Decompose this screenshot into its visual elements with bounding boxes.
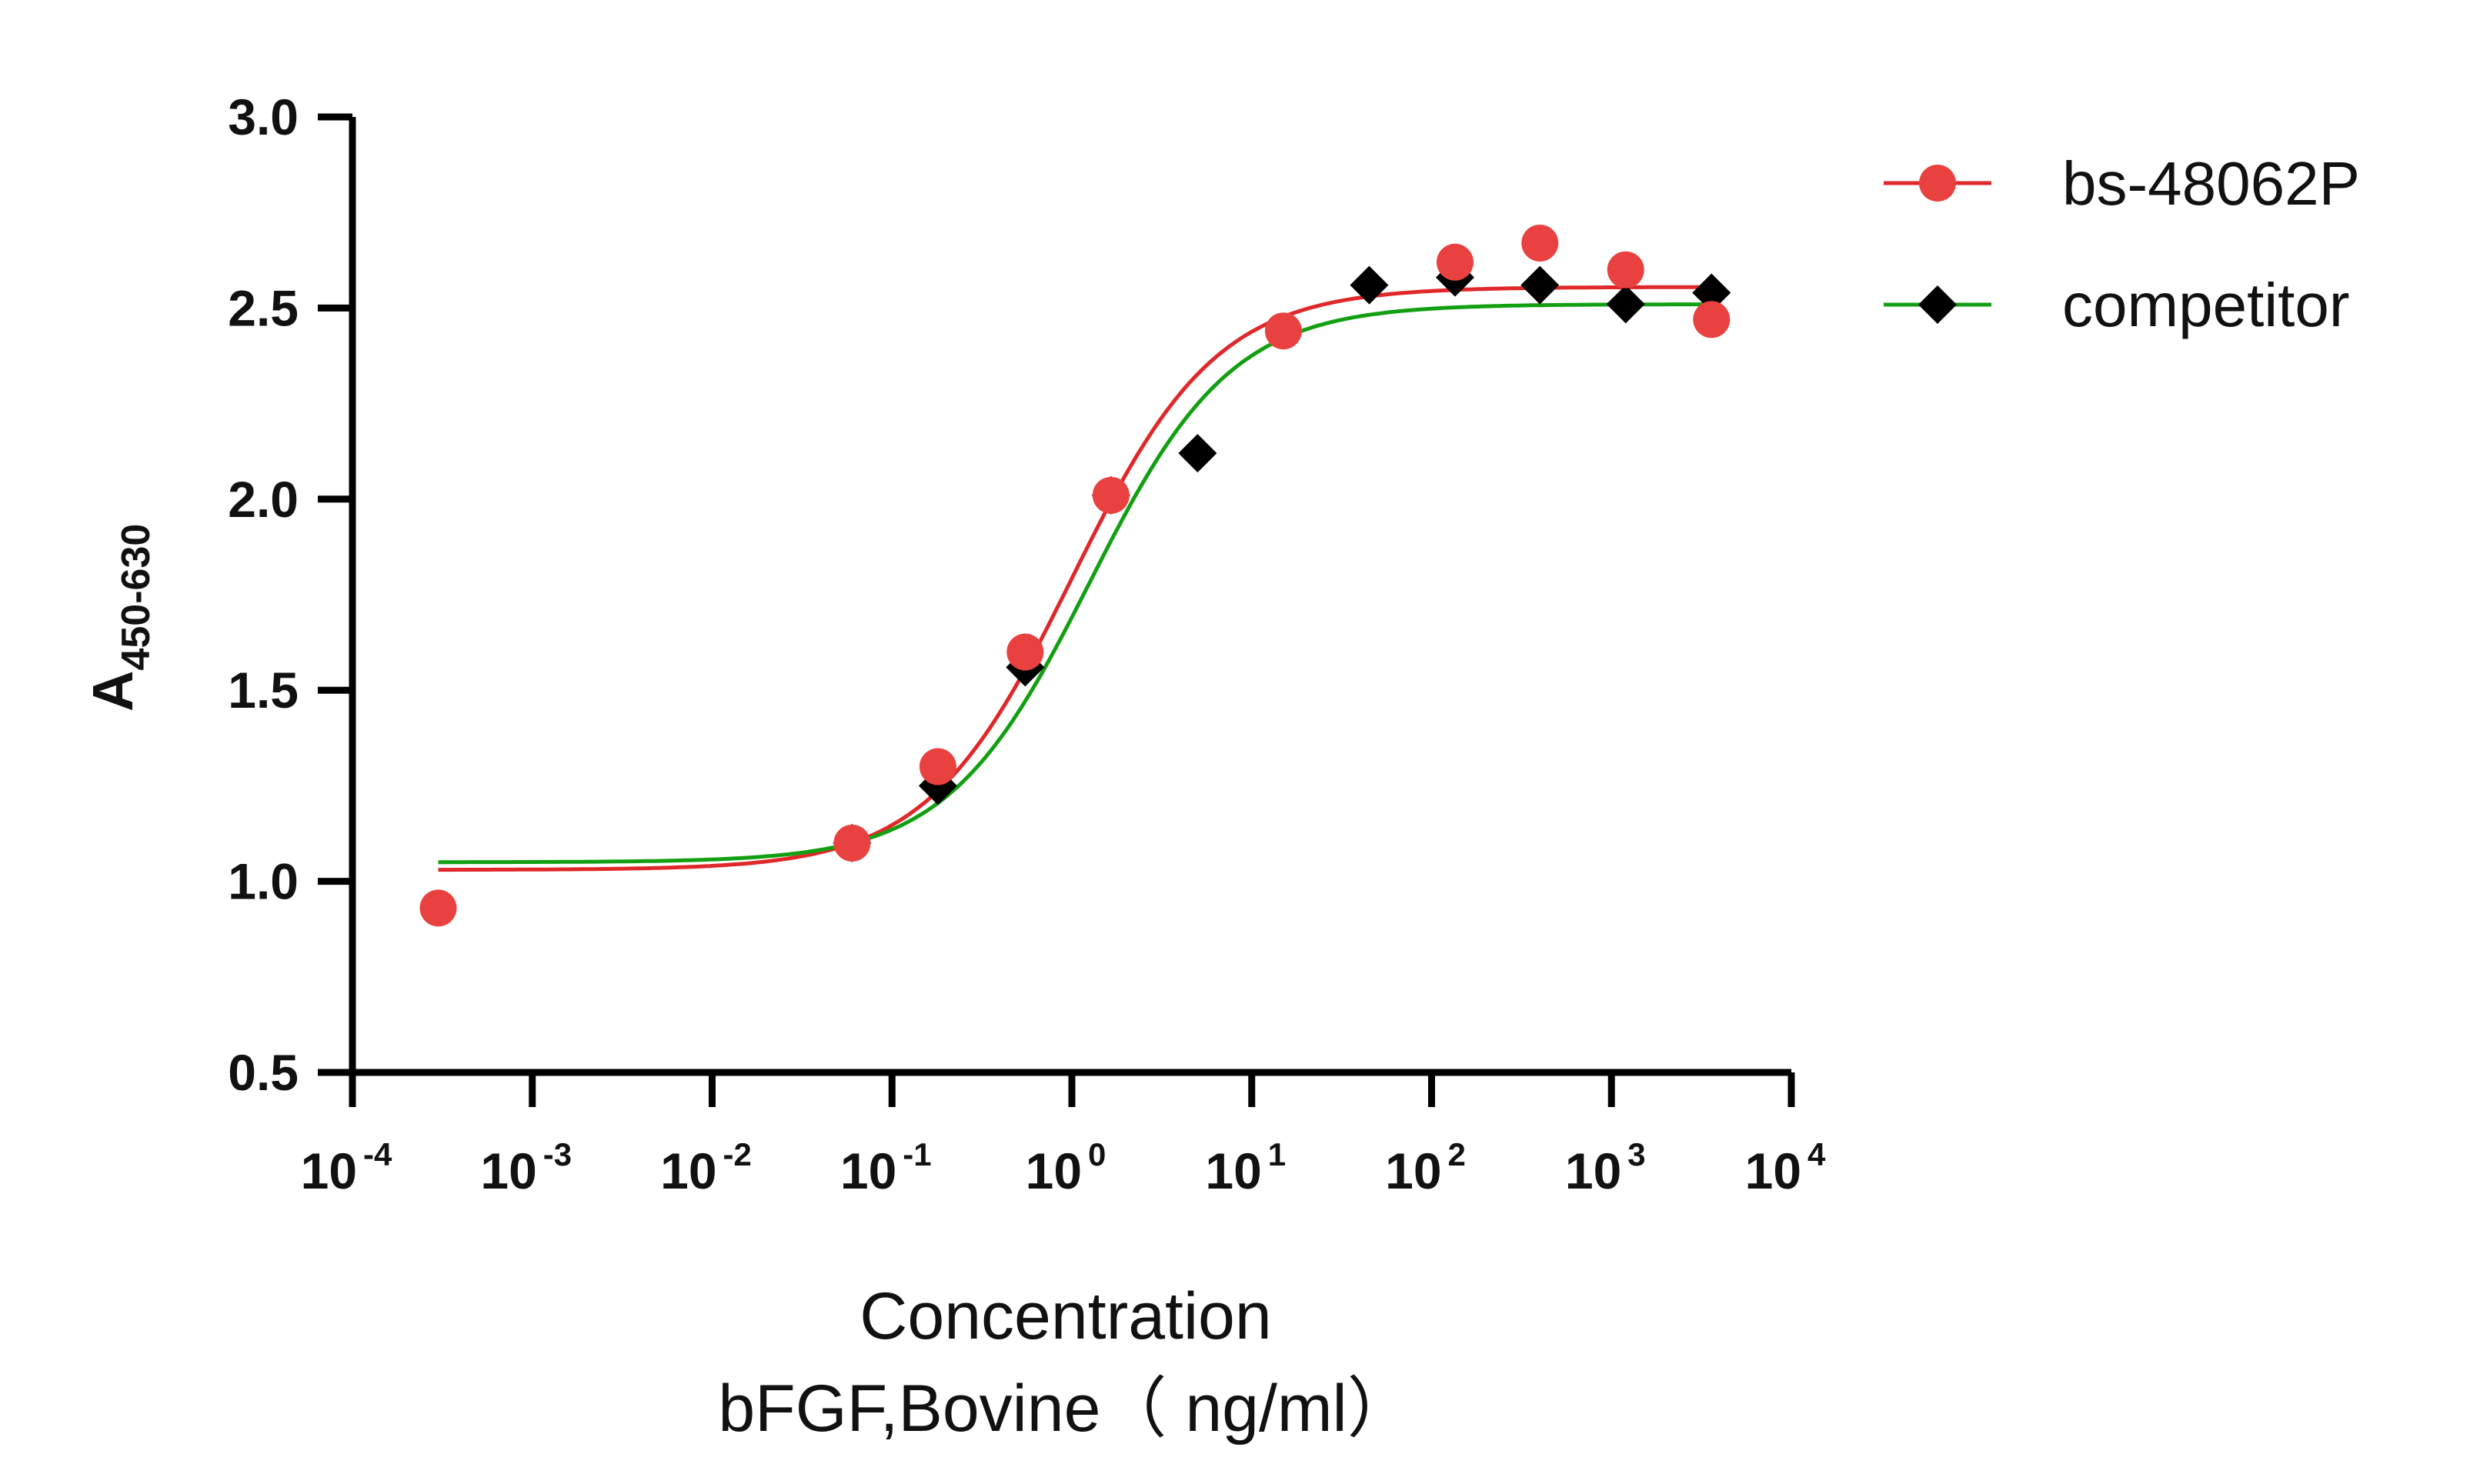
x-tick-label: 10 -2 — [660, 1136, 752, 1199]
x-tick-label: 10 0 — [1026, 1136, 1106, 1199]
y-tick-label: 0.5 — [228, 1044, 299, 1101]
legend-label: competitor — [2062, 271, 2349, 339]
x-tick-label: 10 4 — [1745, 1136, 1826, 1199]
data-point — [1693, 301, 1731, 338]
x-axis-label-line1: Concentration — [859, 1279, 1271, 1353]
y-tick-label: 3.0 — [228, 88, 299, 145]
x-tick-label: 10 3 — [1565, 1136, 1646, 1199]
legend: bs-48062P competitor — [1884, 149, 2360, 339]
data-point — [1350, 265, 1389, 305]
legend-label: bs-48062P — [2062, 149, 2360, 218]
x-tick-label: 10 1 — [1205, 1136, 1286, 1199]
x-ticks: 10 -4 10 -3 10 -2 10 -1 10 0 10 1 10 2 10 3 10 4 — [301, 1072, 1826, 1199]
x-tick-label: 10 -1 — [840, 1136, 932, 1199]
legend-marker — [1918, 285, 1957, 324]
x-axis-label-line2: bFGF,Bovine（ ng/ml） — [718, 1372, 1413, 1446]
y-axis-label: A450-630 — [81, 524, 159, 712]
axes — [349, 117, 1791, 1076]
fit-curve-bs-48062P — [438, 285, 1712, 872]
data-point — [1692, 273, 1731, 312]
x-tick-label: 10 -3 — [480, 1136, 572, 1199]
y-tick-label: 1.5 — [228, 662, 299, 719]
data-point — [419, 889, 457, 927]
data-point — [1092, 476, 1130, 514]
x-tick-label: 10 -4 — [301, 1136, 392, 1199]
fit-curves — [438, 285, 1712, 872]
data-point — [833, 824, 871, 862]
data-point — [1606, 285, 1645, 324]
data-point — [1178, 434, 1217, 473]
y-tick-label: 2.0 — [228, 471, 299, 528]
y-ticks: 0.5 1.0 1.5 2.0 2.5 3.0 — [228, 88, 352, 1101]
x-tick-label: 10 2 — [1385, 1136, 1466, 1199]
data-point — [1607, 251, 1644, 288]
fit-curve-competitor — [438, 302, 1712, 865]
data-point — [1520, 265, 1560, 305]
y-tick-label: 2.5 — [228, 279, 299, 336]
data-point — [1006, 633, 1044, 671]
data-point — [919, 748, 956, 785]
data-point — [1264, 312, 1302, 350]
data-point — [1521, 224, 1559, 262]
legend-marker — [1919, 165, 1956, 202]
y-tick-label: 1.0 — [228, 853, 299, 910]
data-points — [419, 224, 1731, 927]
data-point — [1436, 243, 1474, 281]
